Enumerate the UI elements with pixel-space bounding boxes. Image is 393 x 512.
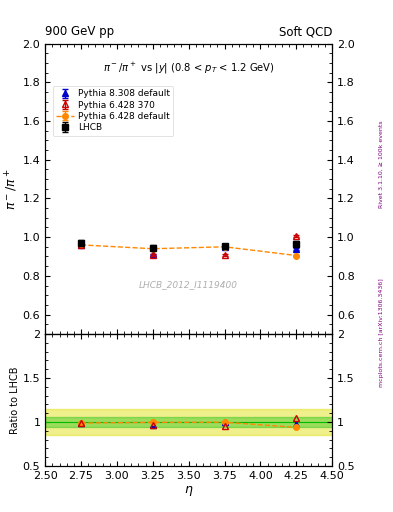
Bar (45, 417, 332, 427)
Text: 900 GeV pp: 900 GeV pp (45, 26, 114, 38)
Y-axis label: $\pi^-/\pi^+$: $\pi^-/\pi^+$ (4, 168, 20, 209)
Text: Soft QCD: Soft QCD (279, 26, 332, 38)
Text: $\pi^-/\pi^+$ vs $|y|$ (0.8 < $p_T$ < 1.2 GeV): $\pi^-/\pi^+$ vs $|y|$ (0.8 < $p_T$ < 1.… (103, 61, 275, 76)
Legend: Pythia 8.308 default, Pythia 6.428 370, Pythia 6.428 default, LHCB: Pythia 8.308 default, Pythia 6.428 370, … (53, 86, 173, 136)
X-axis label: $\eta$: $\eta$ (184, 483, 193, 498)
Y-axis label: Ratio to LHCB: Ratio to LHCB (10, 366, 20, 434)
Bar (45, 409, 332, 435)
Text: mcplots.cern.ch [arXiv:1306.3436]: mcplots.cern.ch [arXiv:1306.3436] (379, 279, 384, 387)
Text: LHCB_2012_I1119400: LHCB_2012_I1119400 (139, 280, 238, 289)
Text: Rivet 3.1.10, ≥ 100k events: Rivet 3.1.10, ≥ 100k events (379, 120, 384, 208)
